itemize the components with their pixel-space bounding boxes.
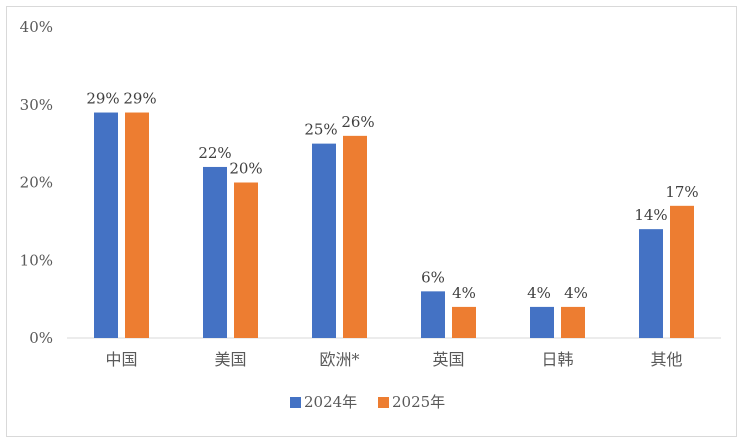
bar [343,135,367,338]
chart-frame: 0% 10% 20% 30% 40% 29% 29% 22% 20% 25% 26% 6% 4% 4% 4… [6,6,737,437]
legend-label: 2025年 [392,393,445,411]
bar [203,166,227,338]
category-label: 日韩 [541,350,573,369]
category-label: 欧洲* [319,350,359,369]
category-label: 其他 [650,350,682,369]
data-label: 4% [452,284,476,302]
data-label: 20% [229,160,262,178]
bar [639,229,663,338]
bar [125,112,149,339]
bar-chart: 0%10%20%30%40% 29% 29%22%20%25% 26%6%4% 4% 4… [20,18,721,411]
legend: 2024年 2025年 [290,393,445,411]
bar [94,112,118,339]
data-label: 29% [86,90,119,108]
y-tick-label: 40% [20,18,53,36]
y-axis-ticks: 0% 10% 20% 30% 40% [20,18,53,347]
data-label: 6% [421,268,445,286]
category-label: 美国 [214,350,246,369]
y-tick-label: 0% [29,329,53,347]
bar [530,306,554,338]
bar [234,182,258,338]
bar [452,306,476,338]
data-label: 4% [527,284,551,302]
bar [561,306,585,338]
data-label: 25% [304,121,337,139]
legend-swatch [290,397,301,408]
category-label: 英国 [432,350,464,369]
legend-swatch [378,397,389,408]
y-tick-label: 20% [20,174,53,192]
data-label: 26% [341,113,374,131]
y-tick-label: 10% [20,251,53,269]
data-label: 4% [564,284,588,302]
data-label: 29% [123,90,156,108]
category-labels: 中国 美国 欧洲* 英国 日韩 其他 [105,350,682,369]
bar [421,291,445,338]
y-tick-label: 30% [20,96,53,114]
bars [94,112,694,339]
category-label: 中国 [105,350,137,369]
data-label: 22% [198,144,231,162]
data-label: 14% [634,206,667,224]
data-labels: 29% 29% 22%20% 25% 26% 6% 4% 4% 4% 14% 17% [86,90,698,302]
data-label: 17% [665,183,698,201]
legend-label: 2024年 [304,393,357,411]
bar [312,143,336,338]
bar [670,205,694,338]
